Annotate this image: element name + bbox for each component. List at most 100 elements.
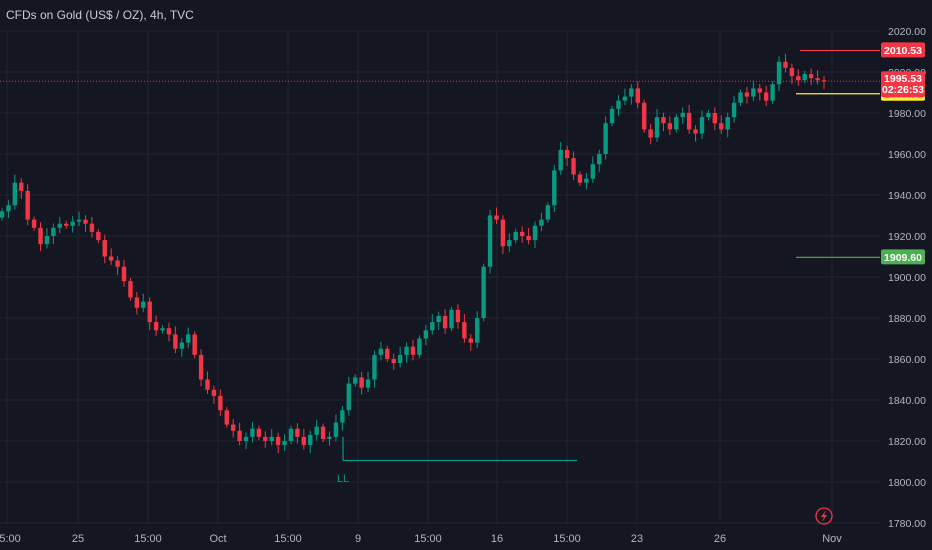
time-tick-label: 16: [491, 533, 503, 545]
candle: [295, 423, 300, 444]
candle-body: [166, 328, 172, 335]
time-axis[interactable]: 15:00 25 15:00 Oct 15:00 9 15:00 16 15:00 23 26 Nov: [0, 533, 842, 545]
candle: [25, 184, 30, 226]
candle: [674, 114, 679, 133]
candle: [635, 81, 640, 109]
price-tick-label: 1940.00: [888, 190, 926, 202]
candle: [449, 306, 454, 332]
candle-body: [764, 92, 769, 101]
candle: [31, 216, 37, 231]
candle-body: [404, 346, 409, 355]
candle-body: [468, 338, 473, 343]
candle: [648, 123, 653, 145]
candle: [179, 338, 185, 357]
candle-body: [436, 315, 441, 323]
candle: [288, 425, 294, 445]
candle-body: [102, 240, 107, 257]
candle-body: [455, 309, 461, 323]
candle: [436, 311, 441, 331]
candle: [526, 228, 531, 245]
candle: [571, 151, 576, 181]
candle: [186, 327, 191, 349]
time-tick-label: Oct: [209, 533, 226, 545]
candle: [198, 349, 204, 387]
candle: [757, 84, 762, 101]
candle: [44, 228, 50, 249]
candle: [699, 110, 705, 140]
candle-body: [757, 88, 762, 93]
candle: [128, 278, 133, 301]
flash-icon[interactable]: [815, 507, 833, 525]
chart-title: CFDs on Gold (US$ / OZ), 4h, TVC: [6, 8, 194, 22]
candle: [410, 339, 416, 361]
price-axis[interactable]: 2020.002000.001980.001960.001940.001920.…: [888, 26, 926, 530]
candle-body: [770, 84, 775, 101]
candle: [783, 53, 788, 73]
candle: [76, 211, 82, 226]
candle: [661, 112, 666, 132]
candle-body: [205, 379, 210, 390]
candle: [481, 263, 486, 322]
price-tick-label: 1920.00: [888, 231, 926, 243]
price-tick-label: 1820.00: [888, 436, 926, 448]
candlestick-series: [0, 53, 827, 454]
price-tick-label: 1960.00: [888, 149, 926, 161]
candle: [815, 70, 820, 85]
candle: [616, 95, 621, 116]
candle-body: [141, 301, 146, 308]
candle: [224, 407, 229, 428]
candle-body: [719, 123, 724, 130]
candle-body: [314, 426, 319, 435]
candle: [693, 125, 698, 142]
candle-body: [744, 92, 750, 97]
candle-body: [288, 428, 294, 441]
candle: [738, 89, 743, 106]
candle-body: [230, 424, 236, 431]
candle-body: [519, 231, 525, 236]
candle-body: [751, 88, 756, 97]
candle-body: [796, 76, 801, 81]
candle-body: [500, 219, 506, 247]
candle-body: [346, 383, 351, 411]
candle-body: [609, 108, 615, 124]
countdown-tag: 02:26:53: [882, 84, 924, 96]
candle-body: [333, 422, 339, 437]
candle-body: [815, 78, 820, 81]
candle-body: [295, 428, 300, 437]
candle-body: [712, 113, 718, 124]
candle: [584, 173, 589, 190]
horizontal-levels[interactable]: LL: [0, 49, 880, 485]
candle-body: [545, 205, 551, 220]
candle-body: [410, 346, 416, 355]
candle: [153, 315, 159, 336]
candle: [725, 112, 730, 138]
candle: [462, 314, 467, 343]
candle-body: [661, 117, 666, 124]
candle-body: [789, 67, 795, 77]
candle-body: [327, 436, 332, 439]
candle-body: [597, 154, 602, 165]
candle: [211, 385, 217, 404]
candle: [192, 331, 197, 358]
candle-body: [25, 190, 30, 220]
candle-body: [96, 231, 101, 241]
candle-body: [6, 205, 11, 212]
candle: [51, 223, 56, 244]
candle: [706, 109, 711, 121]
candle: [686, 105, 692, 134]
candle: [19, 178, 24, 199]
candle: [603, 116, 608, 160]
candle: [301, 428, 307, 450]
candle: [340, 405, 345, 431]
candle-body: [308, 434, 313, 446]
candle-body: [256, 428, 262, 437]
candle: [468, 334, 473, 351]
candle: [789, 63, 795, 85]
candle: [513, 228, 518, 244]
candle-body: [571, 158, 576, 175]
candle-body: [564, 149, 570, 159]
candle-body: [487, 215, 493, 267]
candle-body: [603, 123, 608, 154]
candle-body: [391, 359, 396, 364]
